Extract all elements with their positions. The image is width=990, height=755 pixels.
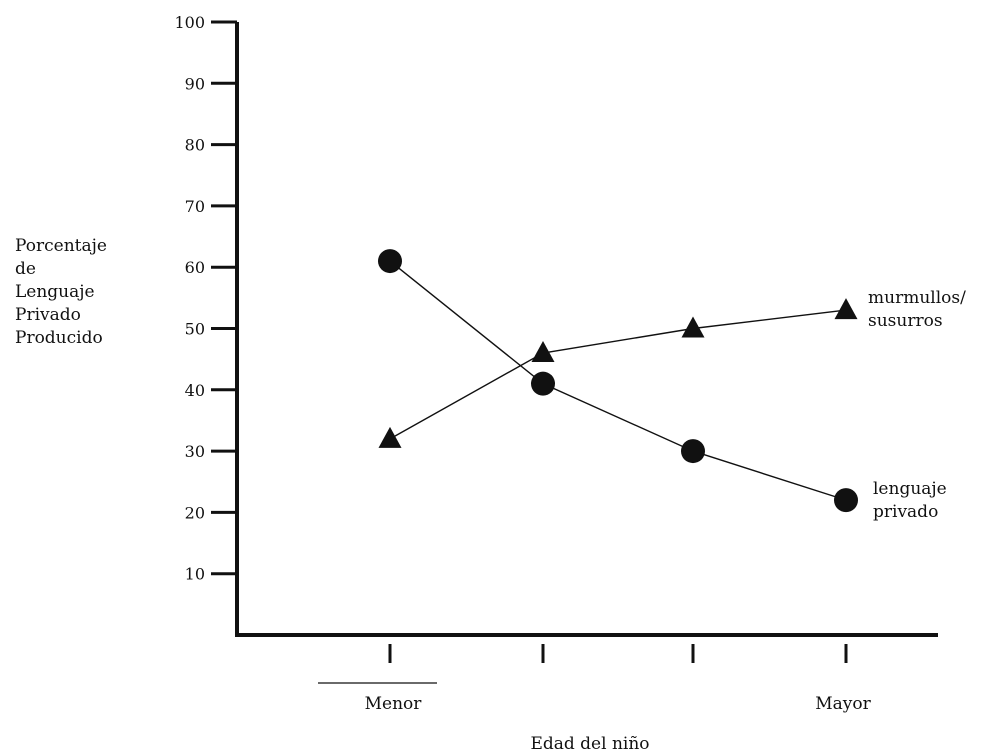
- y-tick-label-30: 30: [185, 442, 205, 461]
- circle-point-3: [681, 439, 705, 464]
- series-layer: [378, 249, 858, 513]
- circle-point-4: [834, 488, 858, 513]
- y-axis-title-line-4: Privado: [15, 305, 81, 325]
- y-axis-title-line-1: Porcentaje: [15, 236, 107, 256]
- triangle-point-3: [681, 316, 705, 338]
- y-tick-label-60: 60: [185, 258, 205, 277]
- y-tick-label-50: 50: [185, 320, 205, 339]
- axes: [211, 20, 938, 684]
- y-tick-label-70: 70: [185, 197, 205, 216]
- y-axis-title-line-5: Producido: [15, 328, 103, 348]
- y-axis-title-line-3: Lenguaje: [15, 282, 95, 302]
- series-1: [378, 298, 858, 448]
- y-tick-label-20: 20: [185, 503, 205, 522]
- y-axis-title-line-2: de: [15, 259, 36, 279]
- series-1-line: [389, 309, 847, 440]
- labels: 10 20 30 40 50 60 70 80 90 100 Menor Mayor Edad del …: [15, 13, 966, 754]
- circle-point-1: [378, 249, 402, 274]
- x-tick-label-1: Menor: [365, 694, 423, 714]
- y-tick-label-10: 10: [185, 565, 205, 584]
- series-2-line: [389, 260, 847, 501]
- series-1-label-line-1: murmullos/: [868, 288, 966, 308]
- y-tick-label-90: 90: [185, 74, 205, 93]
- x-axis-title: Edad del niño: [530, 734, 649, 754]
- x-tick-label-4: Mayor: [815, 694, 871, 714]
- triangle-point-4: [834, 298, 858, 320]
- series-2: [378, 249, 858, 513]
- y-tick-label-100: 100: [174, 13, 205, 32]
- y-tick-label-80: 80: [185, 136, 205, 155]
- triangle-point-1: [378, 426, 402, 448]
- series-2-label-line-2: privado: [873, 502, 938, 522]
- circle-point-2: [531, 371, 555, 396]
- series-2-label-line-1: lenguaje: [873, 479, 947, 499]
- y-tick-label-40: 40: [185, 381, 205, 400]
- series-1-label-line-2: susurros: [868, 311, 943, 331]
- triangle-point-2: [531, 341, 555, 363]
